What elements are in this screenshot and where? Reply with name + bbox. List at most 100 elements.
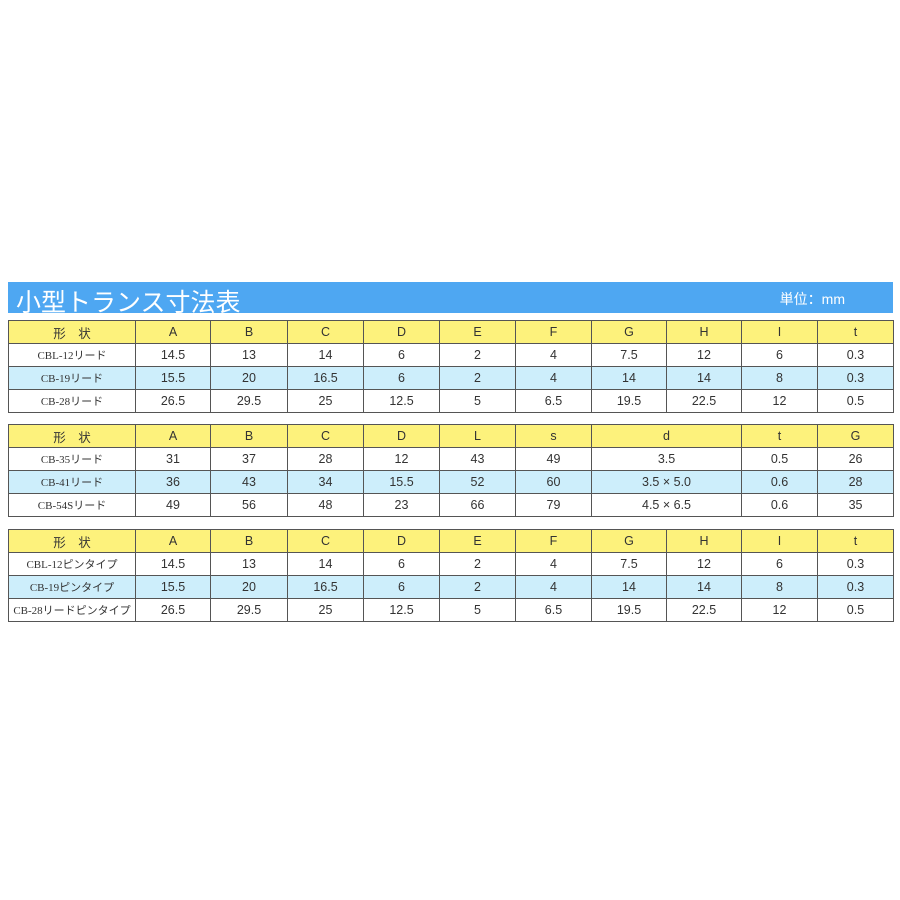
- column-header: t: [817, 529, 894, 553]
- column-header: H: [666, 529, 742, 553]
- column-header: C: [287, 424, 364, 448]
- value-cell: 34: [287, 470, 364, 494]
- column-header: A: [135, 320, 211, 344]
- value-cell: 0.3: [817, 366, 894, 390]
- value-cell: 0.6: [741, 470, 819, 494]
- value-cell: 23: [363, 493, 440, 517]
- model-cell: CB-35リード: [8, 447, 136, 471]
- value-cell: 2: [439, 366, 516, 390]
- value-cell: 15.5: [135, 366, 211, 390]
- table-row: CBL-12ピンタイプ 14.5 13 14 6 2 4 7.5 12 6 0.3: [8, 552, 894, 576]
- value-cell: 16.5: [287, 366, 364, 390]
- table-row: CB-28リード 26.5 29.5 25 12.5 5 6.5 19.5 22.5 12 0.5: [8, 389, 894, 413]
- value-cell: 26.5: [135, 598, 211, 622]
- table-row: CB-28リードピンタイプ 26.5 29.5 25 12.5 5 6.5 19.5 22.5 1…: [8, 598, 894, 622]
- value-cell: 12: [666, 343, 742, 367]
- column-header: C: [287, 320, 364, 344]
- value-cell: 15.5: [363, 470, 440, 494]
- value-cell: 6: [363, 552, 440, 576]
- value-cell: 4: [515, 575, 592, 599]
- value-cell: 12: [363, 447, 440, 471]
- value-cell: 8: [741, 366, 818, 390]
- value-cell: 0.3: [817, 575, 894, 599]
- value-cell: 26: [817, 447, 895, 471]
- value-cell: 25: [287, 389, 364, 413]
- value-cell: 13: [210, 343, 288, 367]
- column-header: H: [666, 320, 742, 344]
- value-cell: 60: [515, 470, 592, 494]
- value-cell: 4: [515, 552, 592, 576]
- value-cell: 31: [135, 447, 211, 471]
- value-cell: 49: [135, 493, 211, 517]
- value-cell: 0.5: [817, 389, 894, 413]
- table-row: CB-19リード 15.5 20 16.5 6 2 4 14 14 8 0.3: [8, 366, 894, 390]
- value-cell: 4: [515, 366, 592, 390]
- value-cell: 15.5: [135, 575, 211, 599]
- value-cell: 26.5: [135, 389, 211, 413]
- column-header: A: [135, 424, 211, 448]
- value-cell: 36: [135, 470, 211, 494]
- value-cell: 6: [363, 575, 440, 599]
- value-cell: 52: [439, 470, 516, 494]
- value-cell: 25: [287, 598, 364, 622]
- value-cell: 12: [741, 389, 818, 413]
- value-cell: 14: [591, 366, 667, 390]
- value-cell: 79: [515, 493, 592, 517]
- model-cell: CB-19リード: [8, 366, 136, 390]
- value-cell: 22.5: [666, 598, 742, 622]
- column-header: B: [210, 320, 288, 344]
- value-cell: 7.5: [591, 552, 667, 576]
- value-cell: 12: [666, 552, 742, 576]
- value-cell: 14: [287, 343, 364, 367]
- value-cell: 29.5: [210, 389, 288, 413]
- value-cell: 22.5: [666, 389, 742, 413]
- value-cell: 37: [210, 447, 288, 471]
- value-cell: 4.5 × 6.5: [590, 493, 743, 517]
- column-header: d: [590, 424, 743, 448]
- table-row: CB-54Sリード 49 56 48 23 66 79 4.5 × 6.5 0.6 35: [8, 493, 895, 517]
- value-cell: 0.3: [817, 552, 894, 576]
- value-cell: 20: [210, 575, 288, 599]
- value-cell: 56: [210, 493, 288, 517]
- column-header: C: [287, 529, 364, 553]
- column-header: B: [210, 529, 288, 553]
- column-header: E: [439, 529, 516, 553]
- column-header: t: [741, 424, 819, 448]
- title-bar: 小型トランス寸法表 単位：mm: [8, 282, 893, 317]
- column-header: D: [363, 529, 440, 553]
- model-cell: CBL-12リード: [8, 343, 136, 367]
- value-cell: 8: [741, 575, 818, 599]
- value-cell: 14: [287, 552, 364, 576]
- value-cell: 19.5: [591, 598, 667, 622]
- column-header: B: [210, 424, 288, 448]
- column-header: L: [439, 424, 516, 448]
- column-header: G: [591, 320, 667, 344]
- value-cell: 2: [439, 552, 516, 576]
- value-cell: 14: [666, 366, 742, 390]
- value-cell: 7.5: [591, 343, 667, 367]
- table-row: CB-35リード 31 37 28 12 43 49 3.5 0.5 26: [8, 447, 895, 471]
- value-cell: 6: [741, 343, 818, 367]
- column-header: G: [817, 424, 895, 448]
- value-cell: 29.5: [210, 598, 288, 622]
- column-header: I: [741, 529, 818, 553]
- value-cell: 0.6: [741, 493, 819, 517]
- value-cell: 19.5: [591, 389, 667, 413]
- value-cell: 0.3: [817, 343, 894, 367]
- value-cell: 0.5: [817, 598, 894, 622]
- value-cell: 3.5: [590, 447, 743, 471]
- column-header: F: [515, 320, 592, 344]
- value-cell: 5: [439, 598, 516, 622]
- table-row: CB-19ピンタイプ 15.5 20 16.5 6 2 4 14 14 8 0.3: [8, 575, 894, 599]
- column-header: 形 状: [8, 424, 136, 448]
- page-title: 小型トランス寸法表: [16, 288, 241, 317]
- value-cell: 12.5: [363, 389, 440, 413]
- value-cell: 48: [287, 493, 364, 517]
- value-cell: 49: [515, 447, 592, 471]
